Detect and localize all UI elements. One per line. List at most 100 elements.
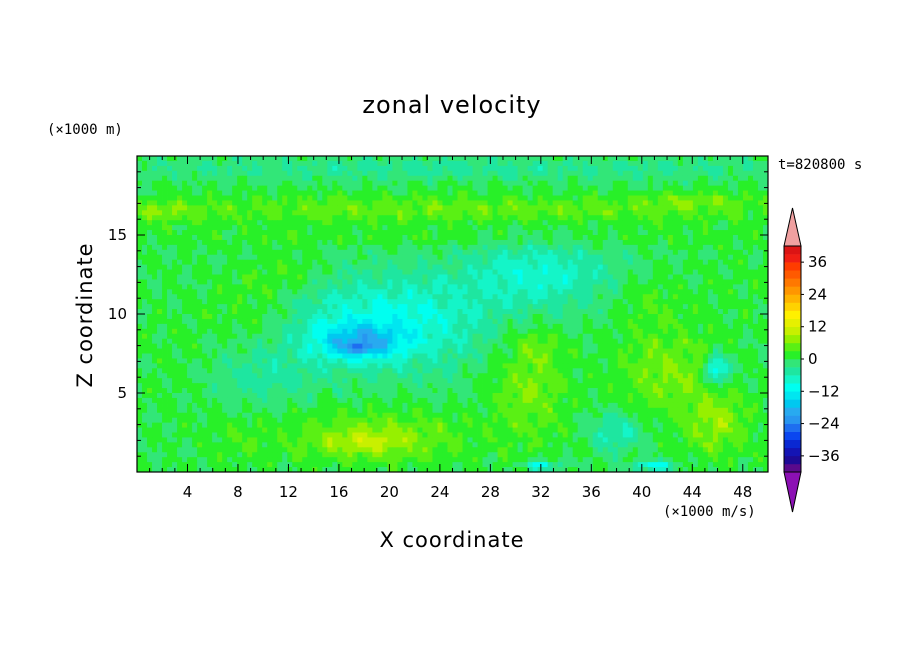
field-cell xyxy=(172,180,178,187)
field-cell xyxy=(402,215,408,221)
field-cell xyxy=(262,160,268,167)
field-cell xyxy=(412,338,418,345)
field-cell xyxy=(467,314,473,320)
field-cell xyxy=(707,215,714,221)
field-cell xyxy=(392,299,398,305)
field-cell xyxy=(427,225,433,231)
field-cell xyxy=(532,328,539,335)
field-cell xyxy=(252,299,258,305)
field-cell xyxy=(557,314,564,320)
field-cell xyxy=(452,343,458,349)
field-cell xyxy=(722,190,729,196)
field-cell xyxy=(532,294,539,300)
field-cell xyxy=(567,274,574,280)
field-cell xyxy=(392,230,398,236)
field-cell xyxy=(732,165,739,172)
field-cell xyxy=(687,274,694,280)
field-cell xyxy=(617,299,624,305)
field-cell xyxy=(522,269,529,275)
field-cell xyxy=(202,289,208,295)
field-cell xyxy=(512,348,519,354)
field-cell xyxy=(517,235,524,241)
field-cell xyxy=(442,205,448,211)
field-cell xyxy=(207,259,213,266)
field-cell xyxy=(447,294,453,300)
field-cell xyxy=(617,274,624,280)
field-cell xyxy=(217,318,223,325)
field-cell xyxy=(227,210,233,216)
field-cell xyxy=(702,279,709,285)
field-cell xyxy=(537,210,544,216)
field-cell xyxy=(242,309,248,315)
field-cell xyxy=(282,299,288,305)
field-cell xyxy=(312,309,318,315)
field-cell xyxy=(147,249,153,256)
field-cell xyxy=(297,318,303,325)
field-cell xyxy=(542,160,549,167)
field-cell xyxy=(657,333,664,340)
field-cell xyxy=(712,185,719,191)
field-cell xyxy=(457,309,463,315)
field-cell xyxy=(602,156,609,162)
field-cell xyxy=(702,343,709,349)
field-cell xyxy=(262,235,268,241)
field-cell xyxy=(372,175,378,182)
field-cell xyxy=(182,244,188,251)
field-cell xyxy=(587,185,594,191)
field-cell xyxy=(387,328,393,335)
field-cell xyxy=(312,210,318,216)
field-cell xyxy=(312,323,318,330)
field-cell xyxy=(282,259,288,266)
field-cell xyxy=(752,230,759,236)
field-cell xyxy=(752,264,759,270)
field-cell xyxy=(347,318,353,325)
field-cell xyxy=(657,230,664,236)
field-cell xyxy=(162,254,168,261)
field-cell xyxy=(312,289,318,295)
field-cell xyxy=(232,225,238,231)
field-cell xyxy=(352,239,358,246)
field-cell xyxy=(367,210,373,216)
field-cell xyxy=(757,323,764,330)
field-cell xyxy=(337,244,343,251)
field-cell xyxy=(507,190,513,196)
field-cell xyxy=(287,180,293,187)
field-cell xyxy=(197,249,203,256)
field-cell xyxy=(507,348,513,354)
field-cell xyxy=(142,348,148,354)
field-cell xyxy=(272,170,278,177)
field-cell xyxy=(222,269,228,275)
field-cell xyxy=(517,304,524,310)
field-cell xyxy=(282,225,288,231)
field-cell xyxy=(417,160,423,167)
field-cell xyxy=(632,304,639,310)
field-cell xyxy=(382,289,388,295)
field-cell xyxy=(362,215,368,221)
field-cell xyxy=(682,249,689,256)
field-cell xyxy=(637,314,644,320)
field-cell xyxy=(287,284,293,290)
field-cell xyxy=(692,294,699,300)
field-cell xyxy=(282,175,288,182)
field-cell xyxy=(157,328,163,335)
field-cell xyxy=(747,175,754,182)
field-cell xyxy=(672,323,679,330)
field-cell xyxy=(637,294,644,300)
field-cell xyxy=(712,284,719,290)
field-cell xyxy=(242,215,248,221)
field-cell xyxy=(207,294,213,300)
field-cell xyxy=(612,338,619,345)
field-cell xyxy=(752,323,759,330)
field-cell xyxy=(582,284,589,290)
field-cell xyxy=(147,323,153,330)
field-cell xyxy=(557,294,564,300)
field-cell xyxy=(487,328,493,335)
field-cell xyxy=(572,279,579,285)
field-cell xyxy=(202,175,208,182)
field-cell xyxy=(422,304,428,310)
field-cell xyxy=(527,160,534,167)
field-cell xyxy=(372,165,378,172)
field-cell xyxy=(687,279,694,285)
field-cell xyxy=(487,259,493,266)
field-cell xyxy=(712,175,719,182)
